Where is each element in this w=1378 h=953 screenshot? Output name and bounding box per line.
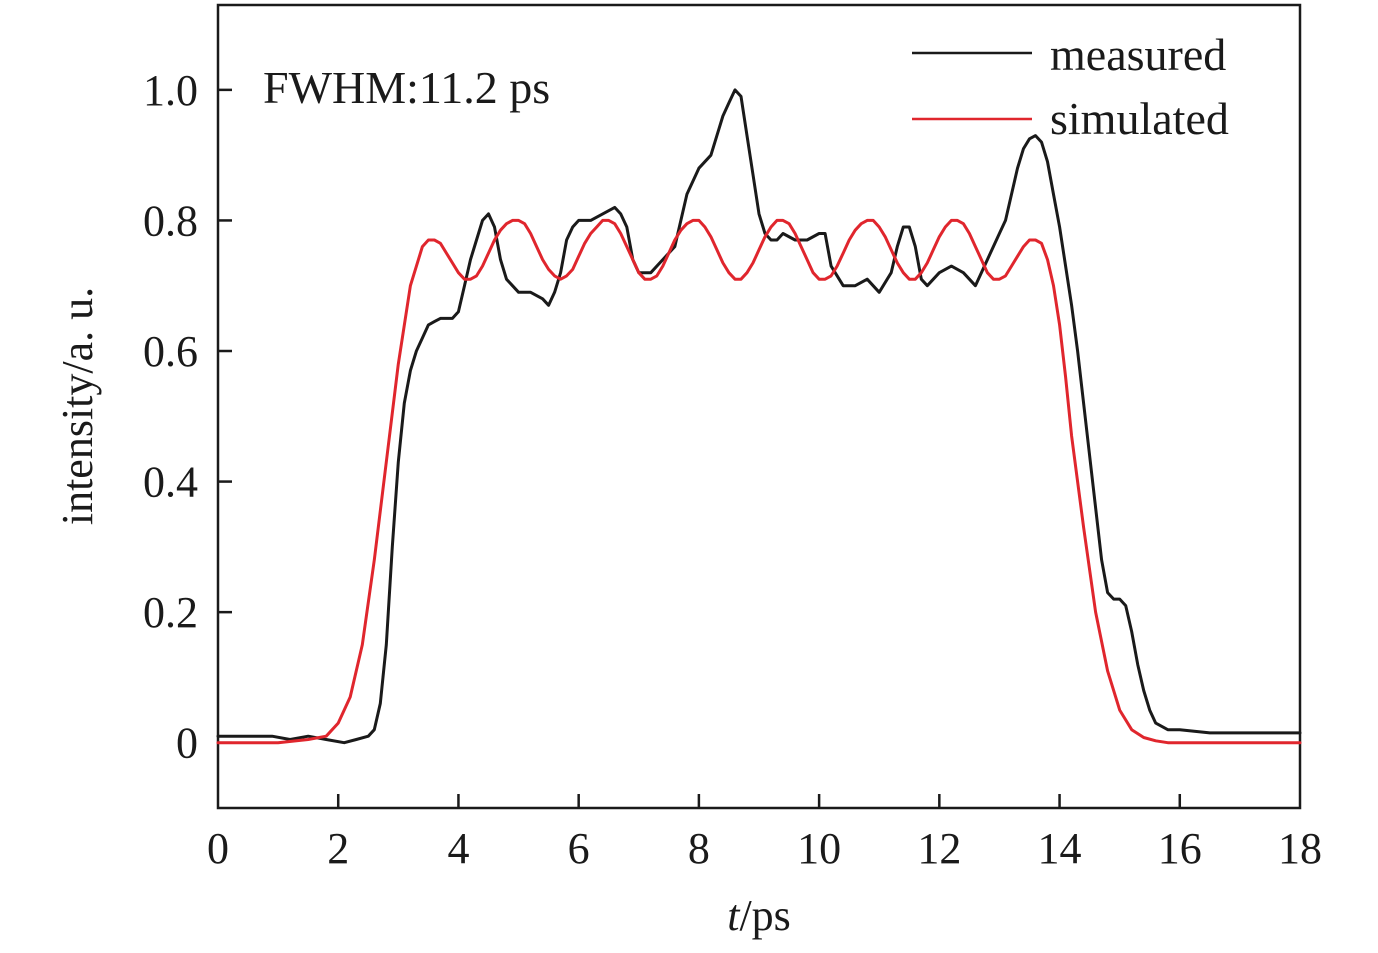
legend-label-measured: measured [1050, 29, 1226, 80]
x-tick-label: 4 [447, 824, 469, 873]
series-line-simulated [216, 218, 1302, 745]
legend: measured simulated [912, 29, 1229, 144]
fwhm-annotation: FWHM:11.2 ps [263, 62, 550, 113]
y-tick-label: 0 [176, 719, 198, 768]
x-axis-label: t/ps [727, 891, 791, 940]
y-tick-label: 0.2 [143, 588, 198, 637]
y-tick-label: 0.6 [143, 327, 198, 376]
x-tick-label: 16 [1158, 824, 1202, 873]
y-tick-label: 1.0 [143, 66, 198, 115]
x-tick-label: 12 [917, 824, 961, 873]
x-tick-label: 8 [688, 824, 710, 873]
y-axis-ticks: 0 0.2 0.4 0.6 0.8 1.0 [143, 66, 232, 768]
x-tick-label: 0 [207, 824, 229, 873]
x-axis-label-symbol: t [727, 891, 741, 940]
x-axis-ticks: 0 2 4 6 8 10 12 14 16 18 [207, 794, 1322, 873]
x-tick-label: 2 [327, 824, 349, 873]
y-tick-label: 0.8 [143, 196, 198, 245]
y-tick-label: 0.4 [143, 458, 198, 507]
series-layer [216, 88, 1302, 745]
y-axis-label: intensity/a. u. [53, 287, 102, 525]
series-line-measured [216, 88, 1302, 745]
x-tick-label: 18 [1278, 824, 1322, 873]
x-tick-label: 10 [797, 824, 841, 873]
x-tick-label: 14 [1038, 824, 1082, 873]
x-tick-label: 6 [568, 824, 590, 873]
plot-frame [216, 3, 1302, 810]
legend-label-simulated: simulated [1050, 93, 1229, 144]
x-axis-label-unit: /ps [739, 891, 790, 940]
